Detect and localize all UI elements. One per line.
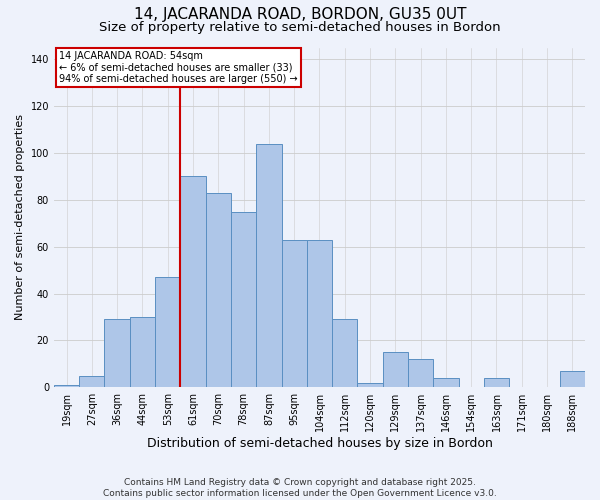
Bar — [433, 378, 458, 388]
Bar — [130, 317, 155, 388]
Bar — [383, 352, 408, 388]
Bar — [231, 212, 256, 388]
Bar — [104, 320, 130, 388]
Bar — [206, 193, 231, 388]
Bar — [484, 378, 509, 388]
Text: Contains HM Land Registry data © Crown copyright and database right 2025.
Contai: Contains HM Land Registry data © Crown c… — [103, 478, 497, 498]
Text: 14, JACARANDA ROAD, BORDON, GU35 0UT: 14, JACARANDA ROAD, BORDON, GU35 0UT — [134, 8, 466, 22]
Bar — [281, 240, 307, 388]
Bar — [54, 385, 79, 388]
Bar — [332, 320, 358, 388]
Bar — [256, 144, 281, 388]
Text: Size of property relative to semi-detached houses in Bordon: Size of property relative to semi-detach… — [99, 21, 501, 34]
Text: 14 JACARANDA ROAD: 54sqm
← 6% of semi-detached houses are smaller (33)
94% of se: 14 JACARANDA ROAD: 54sqm ← 6% of semi-de… — [59, 51, 298, 84]
Bar — [408, 359, 433, 388]
X-axis label: Distribution of semi-detached houses by size in Bordon: Distribution of semi-detached houses by … — [146, 437, 493, 450]
Bar — [358, 382, 383, 388]
Y-axis label: Number of semi-detached properties: Number of semi-detached properties — [15, 114, 25, 320]
Bar — [307, 240, 332, 388]
Bar — [560, 371, 585, 388]
Bar — [79, 376, 104, 388]
Bar — [155, 277, 181, 388]
Bar — [181, 176, 206, 388]
